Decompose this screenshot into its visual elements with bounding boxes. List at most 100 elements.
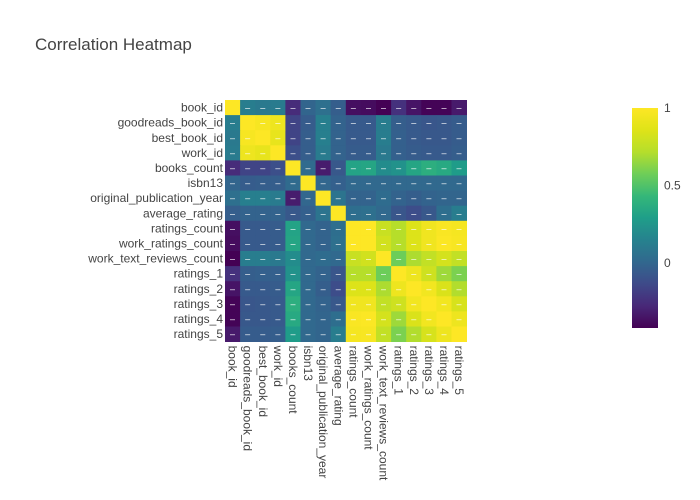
heatmap-cell-label: –	[426, 269, 431, 279]
heatmap-cell-label: –	[441, 284, 446, 294]
heatmap-cell	[436, 235, 452, 252]
heatmap-cell	[270, 190, 286, 207]
heatmap-cell	[406, 326, 422, 342]
heatmap-cell-label: –	[321, 269, 326, 279]
heatmap-cell	[255, 311, 271, 327]
y-tick-label: best_book_id	[152, 131, 223, 145]
heatmap-cell	[270, 220, 286, 237]
heatmap-cell	[225, 326, 241, 342]
heatmap-cell	[436, 175, 452, 191]
heatmap-cell-label: –	[275, 314, 280, 324]
heatmap-cell-label: –	[230, 193, 235, 203]
heatmap-cell-label: –	[290, 329, 295, 339]
heatmap-cell-label: –	[396, 254, 401, 264]
heatmap-cell	[330, 296, 347, 312]
heatmap-cell-label: –	[306, 329, 311, 339]
heatmap-cell	[225, 311, 241, 327]
heatmap-cell	[315, 175, 332, 191]
x-tick-label: ratings_3	[422, 346, 436, 396]
heatmap-cell	[315, 160, 332, 176]
heatmap-cell	[240, 251, 256, 267]
heatmap-cell	[225, 115, 241, 131]
heatmap-cell-label: –	[290, 118, 295, 128]
heatmap-cell-label: –	[306, 163, 311, 173]
heatmap-cell	[240, 266, 256, 282]
heatmap-cell	[240, 115, 256, 131]
heatmap-cell-label: –	[336, 314, 341, 324]
heatmap-cell	[360, 115, 377, 131]
heatmap-cell	[285, 281, 301, 297]
heatmap-cell-label: –	[441, 299, 446, 309]
heatmap-cell	[300, 281, 316, 297]
heatmap-cell-label: –	[381, 208, 386, 218]
heatmap-cell	[270, 115, 286, 131]
y-tick-label: ratings_4	[174, 312, 224, 326]
heatmap-cell	[451, 145, 467, 161]
heatmap-cell	[421, 296, 437, 312]
heatmap-cell-label: –	[441, 178, 446, 188]
heatmap-cell	[376, 281, 392, 297]
heatmap-cell	[330, 251, 347, 267]
heatmap-cell-label: –	[426, 178, 431, 188]
heatmap-cell	[406, 281, 422, 297]
heatmap-cell-label: –	[457, 163, 462, 173]
heatmap-cell-label: –	[351, 103, 356, 113]
heatmap-cell	[406, 145, 422, 161]
heatmap-cell-label: –	[336, 238, 341, 248]
heatmap-cell-label: –	[275, 118, 280, 128]
heatmap-cell	[255, 296, 271, 312]
heatmap-cell-label: –	[411, 148, 416, 158]
heatmap-cell-label: –	[321, 254, 326, 264]
heatmap-cell	[285, 145, 301, 161]
heatmap-cell-label: –	[366, 148, 371, 158]
heatmap-cell-label: –	[457, 269, 462, 279]
heatmap-cell	[451, 311, 467, 327]
heatmap-cell-label: –	[396, 223, 401, 233]
heatmap-cell-label: –	[411, 238, 416, 248]
heatmap-cell-label: –	[457, 103, 462, 113]
heatmap-cell	[330, 115, 347, 131]
heatmap-cell-label: –	[351, 314, 356, 324]
heatmap-cell-label: –	[290, 254, 295, 264]
heatmap-cell-label: –	[381, 299, 386, 309]
heatmap-cell	[436, 326, 452, 342]
heatmap-cell-label: –	[260, 103, 265, 113]
heatmap-cell	[300, 311, 316, 327]
heatmap-cell-label: –	[396, 299, 401, 309]
heatmap-cell-label: –	[245, 103, 250, 113]
heatmap-cell-label: –	[290, 223, 295, 233]
heatmap-cell	[285, 175, 301, 191]
heatmap-cell	[376, 115, 392, 131]
heatmap-cell	[240, 311, 256, 327]
heatmap-cell	[270, 205, 286, 222]
heatmap-cell-label: –	[457, 238, 462, 248]
heatmap-cell	[240, 205, 256, 222]
heatmap-cell	[345, 190, 362, 207]
heatmap-cell-label: –	[426, 223, 431, 233]
heatmap-cell	[285, 130, 301, 146]
heatmap-cell	[240, 220, 256, 237]
heatmap-cell-label: –	[260, 208, 265, 218]
heatmap-cell-label: –	[457, 314, 462, 324]
heatmap-cell	[300, 251, 316, 267]
heatmap-cell	[330, 311, 347, 327]
heatmap-cell-label: –	[411, 178, 416, 188]
heatmap-cell	[406, 296, 422, 312]
heatmap-cell	[376, 326, 392, 342]
heatmap-cell-label: –	[366, 163, 371, 173]
heatmap-cell-label: –	[290, 238, 295, 248]
heatmap-cell	[225, 266, 241, 282]
heatmap-cell	[300, 160, 316, 176]
x-tick-label: best_book_id	[256, 346, 270, 417]
heatmap-cell	[255, 160, 271, 176]
heatmap-cell-label: –	[366, 208, 371, 218]
heatmap-cell-label: –	[321, 314, 326, 324]
heatmap-cell-label: –	[441, 329, 446, 339]
heatmap-cell	[376, 175, 392, 191]
heatmap-cell-label: –	[260, 148, 265, 158]
heatmap-cell	[421, 281, 437, 297]
heatmap-cell-label: –	[290, 314, 295, 324]
heatmap-cell-label: –	[245, 163, 250, 173]
heatmap-cell	[436, 281, 452, 297]
heatmap-cell	[451, 266, 467, 282]
